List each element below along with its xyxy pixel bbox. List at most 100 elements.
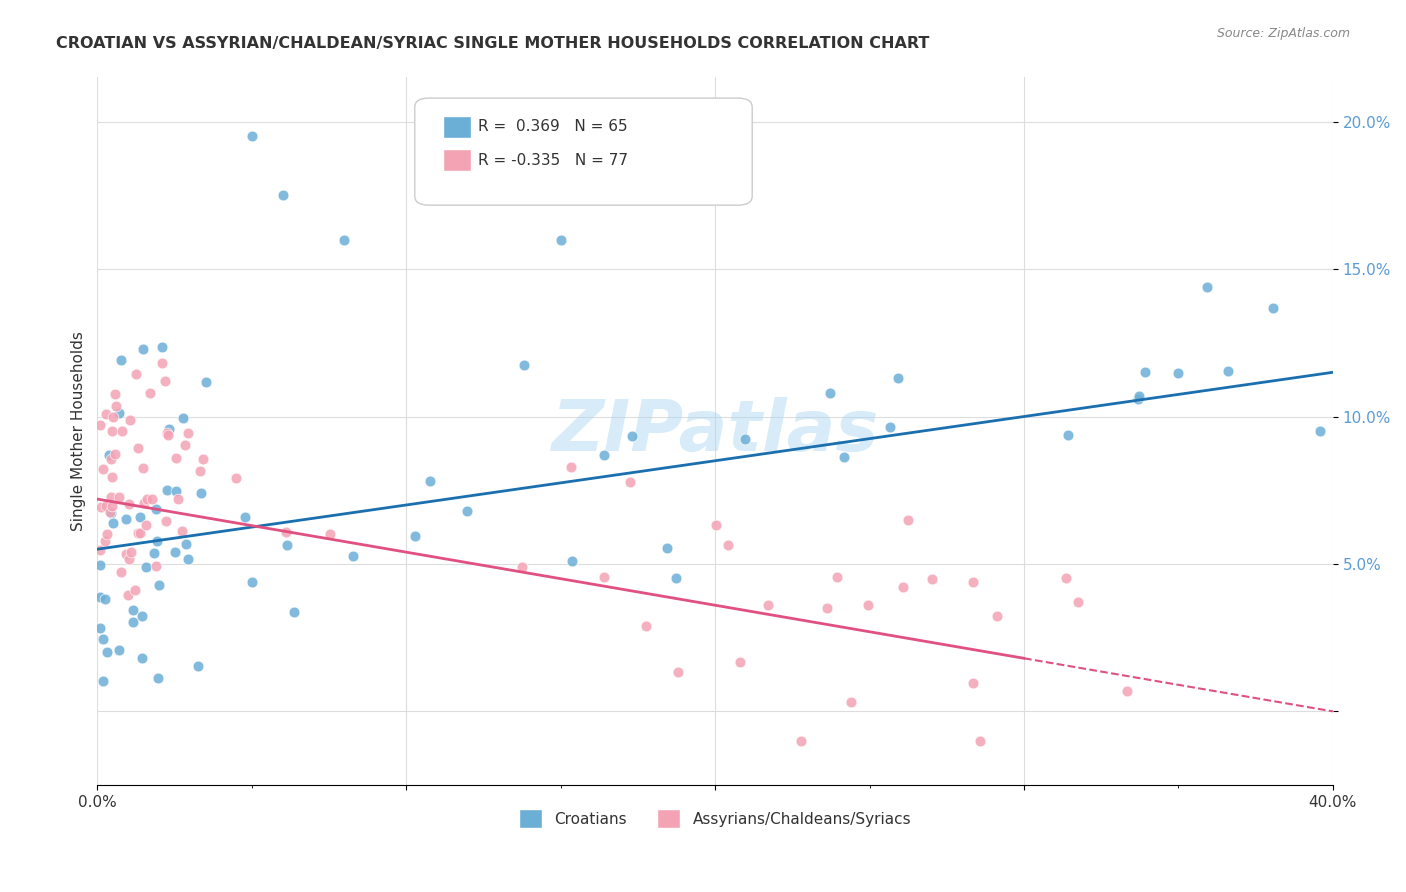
Point xyxy=(96,645,118,659)
Point xyxy=(789,734,811,748)
Point xyxy=(163,545,186,559)
Point xyxy=(115,512,138,526)
Point xyxy=(879,420,901,434)
Point xyxy=(145,534,167,549)
Point xyxy=(174,537,197,551)
Point xyxy=(191,452,214,467)
Point xyxy=(897,513,920,527)
Point xyxy=(969,734,991,748)
Point xyxy=(101,424,124,438)
Point xyxy=(195,376,218,390)
Point xyxy=(734,432,756,446)
Point xyxy=(127,441,149,455)
Point xyxy=(188,465,211,479)
Point xyxy=(146,671,169,685)
Point xyxy=(986,609,1008,624)
Point xyxy=(815,601,838,615)
Point xyxy=(619,475,641,489)
Point xyxy=(839,695,862,709)
Point xyxy=(124,582,146,597)
Point xyxy=(141,492,163,507)
Point xyxy=(118,497,141,511)
Point xyxy=(176,425,198,440)
Point xyxy=(89,542,111,557)
Point xyxy=(131,650,153,665)
Point xyxy=(120,545,142,559)
Point xyxy=(155,514,177,528)
Point xyxy=(1308,424,1330,438)
Point xyxy=(550,233,572,247)
Legend: Croatians, Assyrians/Chaldeans/Syriacs: Croatians, Assyrians/Chaldeans/Syriacs xyxy=(513,803,917,834)
Point xyxy=(704,517,727,532)
Point xyxy=(150,356,173,370)
Point xyxy=(100,452,122,467)
Point xyxy=(94,591,117,606)
Point xyxy=(856,598,879,612)
Point xyxy=(110,566,132,580)
Point xyxy=(108,490,131,504)
Point xyxy=(717,538,740,552)
Point xyxy=(104,447,127,461)
Point xyxy=(190,486,212,500)
Point xyxy=(150,340,173,354)
Point xyxy=(177,552,200,566)
Y-axis label: Single Mother Households: Single Mother Households xyxy=(72,331,86,532)
Point xyxy=(135,560,157,574)
Point xyxy=(456,504,478,518)
Point xyxy=(108,643,131,657)
Point xyxy=(592,570,614,584)
Point xyxy=(115,547,138,561)
Point xyxy=(225,471,247,485)
Point xyxy=(89,418,111,433)
Point xyxy=(89,590,111,604)
Point xyxy=(135,517,157,532)
Point xyxy=(1216,364,1239,378)
Point xyxy=(139,386,162,401)
Point xyxy=(174,438,197,452)
Point xyxy=(165,450,187,465)
Point xyxy=(94,534,117,549)
Point xyxy=(342,549,364,564)
Point xyxy=(104,399,127,413)
Point xyxy=(101,469,124,483)
Point xyxy=(121,602,143,616)
Text: CROATIAN VS ASSYRIAN/CHALDEAN/SYRIAC SINGLE MOTHER HOUSEHOLDS CORRELATION CHART: CROATIAN VS ASSYRIAN/CHALDEAN/SYRIAC SIN… xyxy=(56,36,929,51)
Point xyxy=(100,506,122,520)
Point xyxy=(510,559,533,574)
Point xyxy=(132,461,155,475)
Point xyxy=(118,552,141,566)
Point xyxy=(96,499,118,513)
Point xyxy=(103,387,125,401)
Point xyxy=(276,538,298,552)
Point xyxy=(512,358,534,372)
Point xyxy=(120,413,142,427)
Point xyxy=(145,559,167,574)
Point xyxy=(143,546,166,560)
Point xyxy=(100,490,122,504)
Point xyxy=(131,609,153,624)
Point xyxy=(132,343,155,357)
Point xyxy=(91,462,114,476)
Point xyxy=(271,188,294,202)
Point xyxy=(91,632,114,646)
Point xyxy=(419,474,441,488)
Text: R =  0.369   N = 65: R = 0.369 N = 65 xyxy=(478,120,627,134)
Point xyxy=(592,448,614,462)
Point xyxy=(117,588,139,602)
Point xyxy=(155,374,177,388)
Point xyxy=(333,233,356,247)
Point xyxy=(98,505,121,519)
Point xyxy=(107,406,129,420)
Point xyxy=(100,500,122,514)
Point xyxy=(818,386,841,401)
Point xyxy=(156,483,179,498)
Point xyxy=(101,516,124,530)
Point xyxy=(89,620,111,634)
Point xyxy=(319,527,342,541)
Point xyxy=(730,656,752,670)
Point xyxy=(148,578,170,592)
Point xyxy=(891,580,914,594)
Point xyxy=(962,574,984,589)
Point xyxy=(1116,684,1139,698)
Point xyxy=(233,510,256,524)
